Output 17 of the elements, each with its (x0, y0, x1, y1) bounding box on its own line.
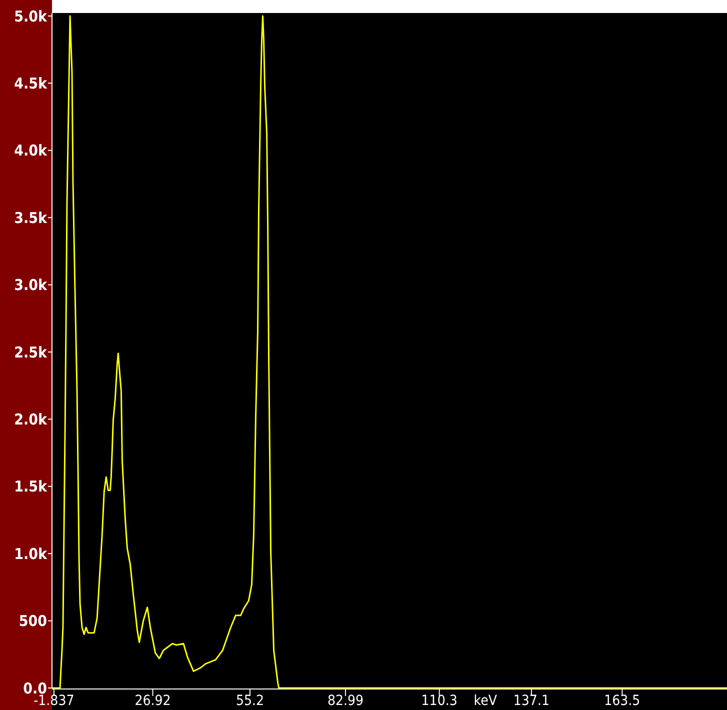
y-tick-label: 5.0k (14, 7, 48, 26)
y-tick-label: 500 (18, 612, 47, 630)
y-tick-label: 4.5k (14, 74, 48, 92)
y-tick-label: 3.0k (14, 276, 48, 294)
x-tick-label: 26.92 (134, 693, 171, 709)
x-tick-label: 82.99 (327, 693, 364, 709)
x-tick-label: 55.2 (236, 693, 264, 709)
y-tick-label: 3.5k (14, 208, 48, 227)
x-tick-label: 163.5 (604, 693, 640, 709)
y-tick-label: 2.5k (14, 343, 48, 362)
y-tick-label: 2.0k (14, 410, 48, 428)
x-axis-title: keV (474, 693, 498, 709)
y-tick-label: 4.0k (14, 142, 48, 160)
x-tick-label: 137.1 (513, 693, 550, 709)
y-tick-label: 1.5k (14, 478, 48, 496)
y-tick-label: 1.0k (14, 544, 48, 563)
x-tick-label: 110.3 (421, 693, 458, 709)
